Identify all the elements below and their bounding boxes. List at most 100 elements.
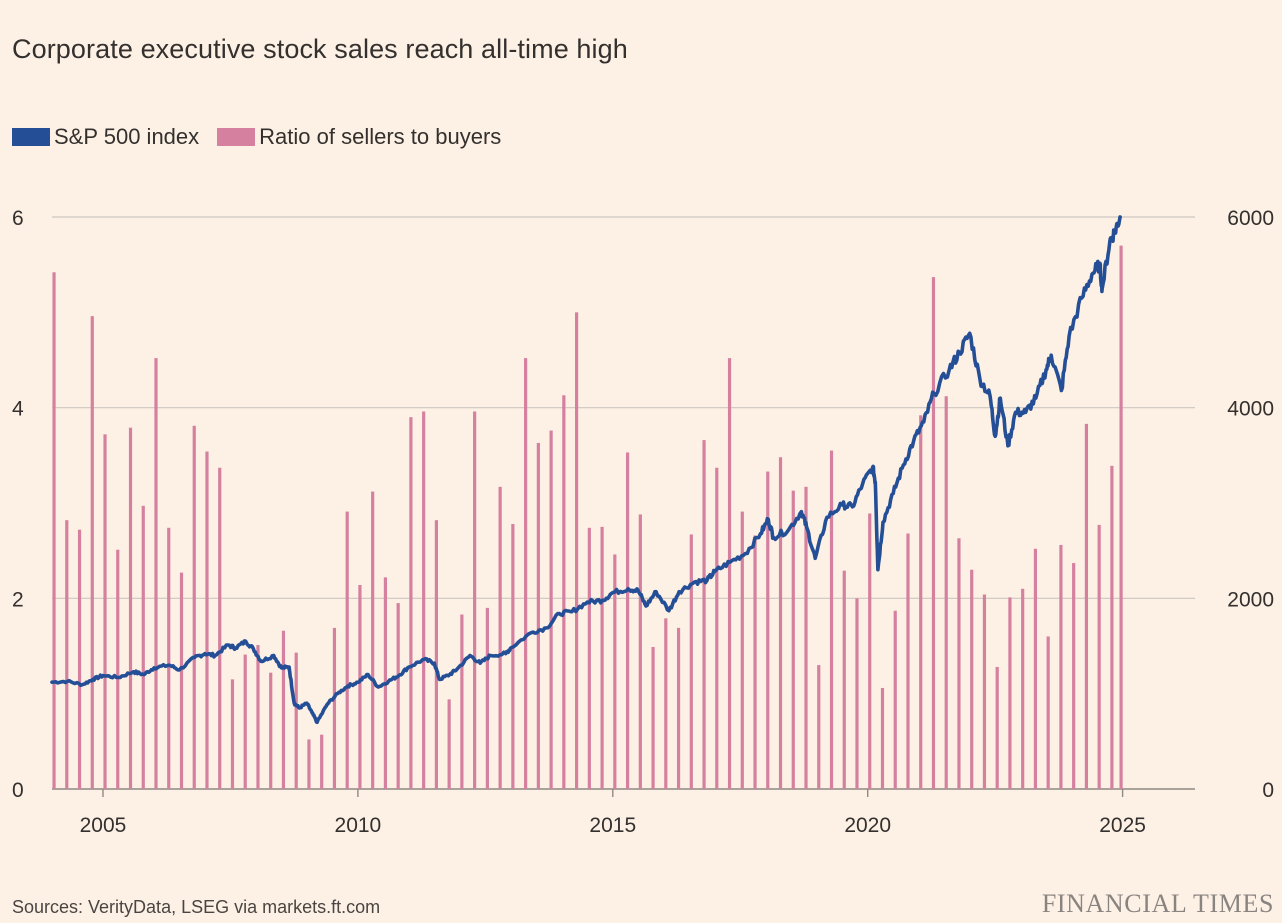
bar <box>727 358 732 789</box>
bar <box>371 491 375 789</box>
bar <box>753 535 757 789</box>
bar <box>906 533 910 789</box>
bar <box>345 511 349 789</box>
bar <box>536 442 540 789</box>
grid-lines <box>52 216 1195 790</box>
left-axis-tick-label: 2 <box>12 588 24 611</box>
bar <box>982 594 987 789</box>
bar <box>791 490 795 789</box>
x-axis-tick-label: 2025 <box>1099 814 1146 837</box>
bar <box>447 699 451 789</box>
bar <box>511 523 515 789</box>
bar <box>154 358 158 789</box>
bar <box>587 527 591 789</box>
legend-swatch-sp500 <box>12 128 50 146</box>
bar <box>1059 544 1063 789</box>
axes: 0 2 4 6 0 2000 4000 6000 2005 2010 2015 2020 2025 <box>12 207 1274 837</box>
bar <box>1033 548 1038 789</box>
legend: S&P 500 index Ratio of sellers to buyers <box>12 124 519 150</box>
bar <box>294 652 298 789</box>
bar <box>970 569 974 789</box>
bar <box>868 513 872 789</box>
bar <box>600 526 604 789</box>
bar <box>524 358 528 789</box>
bar <box>473 411 477 789</box>
bar <box>893 610 897 789</box>
x-axis-tick-label: 2005 <box>80 814 127 837</box>
bar <box>167 527 171 789</box>
legend-label-sp500: S&P 500 index <box>54 124 200 149</box>
bar <box>766 471 770 789</box>
bar <box>613 554 617 789</box>
bar <box>957 538 961 789</box>
bar <box>103 434 107 789</box>
bar <box>778 457 783 789</box>
left-axis-tick-label: 4 <box>12 398 24 421</box>
bar <box>192 425 196 789</box>
bar <box>434 520 438 789</box>
x-axis-tick-label: 2020 <box>844 814 891 837</box>
bar <box>1021 588 1025 789</box>
bar <box>919 415 923 789</box>
bar <box>1084 423 1089 789</box>
bar <box>409 417 413 789</box>
left-axis-tick-label: 6 <box>12 207 24 230</box>
legend-item-ratio: Ratio of sellers to buyers <box>217 124 501 150</box>
bar <box>128 427 133 789</box>
line-series-sp500 <box>50 215 1122 725</box>
bar <box>1046 636 1050 789</box>
bar <box>740 511 744 789</box>
bar <box>1008 597 1012 789</box>
brand-logo: FINANCIAL TIMES <box>1041 889 1274 918</box>
legend-item-sp500: S&P 500 index <box>12 124 199 150</box>
bar <box>205 451 209 789</box>
bar <box>218 467 222 789</box>
bar <box>485 607 489 789</box>
x-axis-tick-label: 2010 <box>335 814 382 837</box>
right-axis-tick-label: 6000 <box>1227 207 1274 230</box>
bar <box>829 450 834 789</box>
bar <box>332 627 337 789</box>
bar <box>269 672 273 789</box>
bar <box>396 603 400 789</box>
left-axis-tick-label: 0 <box>12 779 24 802</box>
bar <box>664 618 668 789</box>
bar <box>230 679 235 789</box>
bar <box>281 630 286 789</box>
bar <box>52 272 56 789</box>
bar <box>689 534 693 789</box>
bar-series-ratio <box>52 245 1123 790</box>
bar <box>931 277 936 789</box>
chart-title: Corporate executive stock sales reach al… <box>12 34 628 64</box>
bar <box>574 312 579 789</box>
bar <box>1110 465 1114 789</box>
bar <box>715 467 719 789</box>
right-axis-tick-label: 0 <box>1262 779 1274 802</box>
bar <box>549 430 553 789</box>
right-axis-tick-label: 4000 <box>1227 398 1274 421</box>
bar <box>702 440 706 789</box>
bar <box>77 529 82 789</box>
bar <box>651 646 655 789</box>
bar <box>141 505 145 789</box>
legend-label-ratio: Ratio of sellers to buyers <box>259 124 502 149</box>
bar <box>944 396 948 789</box>
bar <box>676 627 681 789</box>
bar <box>855 598 859 789</box>
legend-swatch-ratio <box>217 128 256 146</box>
bar <box>817 665 821 789</box>
bar <box>460 614 464 789</box>
bar <box>1119 245 1123 790</box>
bar <box>1072 563 1076 789</box>
bar <box>65 520 69 789</box>
bar <box>243 654 247 789</box>
bar <box>625 452 630 789</box>
bar <box>256 645 260 789</box>
bar <box>842 570 846 789</box>
bar <box>804 486 808 789</box>
bar <box>995 666 999 789</box>
source-note: Sources: VerityData, LSEG via markets.ft… <box>12 897 381 917</box>
bar <box>422 411 426 789</box>
bar <box>90 316 94 789</box>
